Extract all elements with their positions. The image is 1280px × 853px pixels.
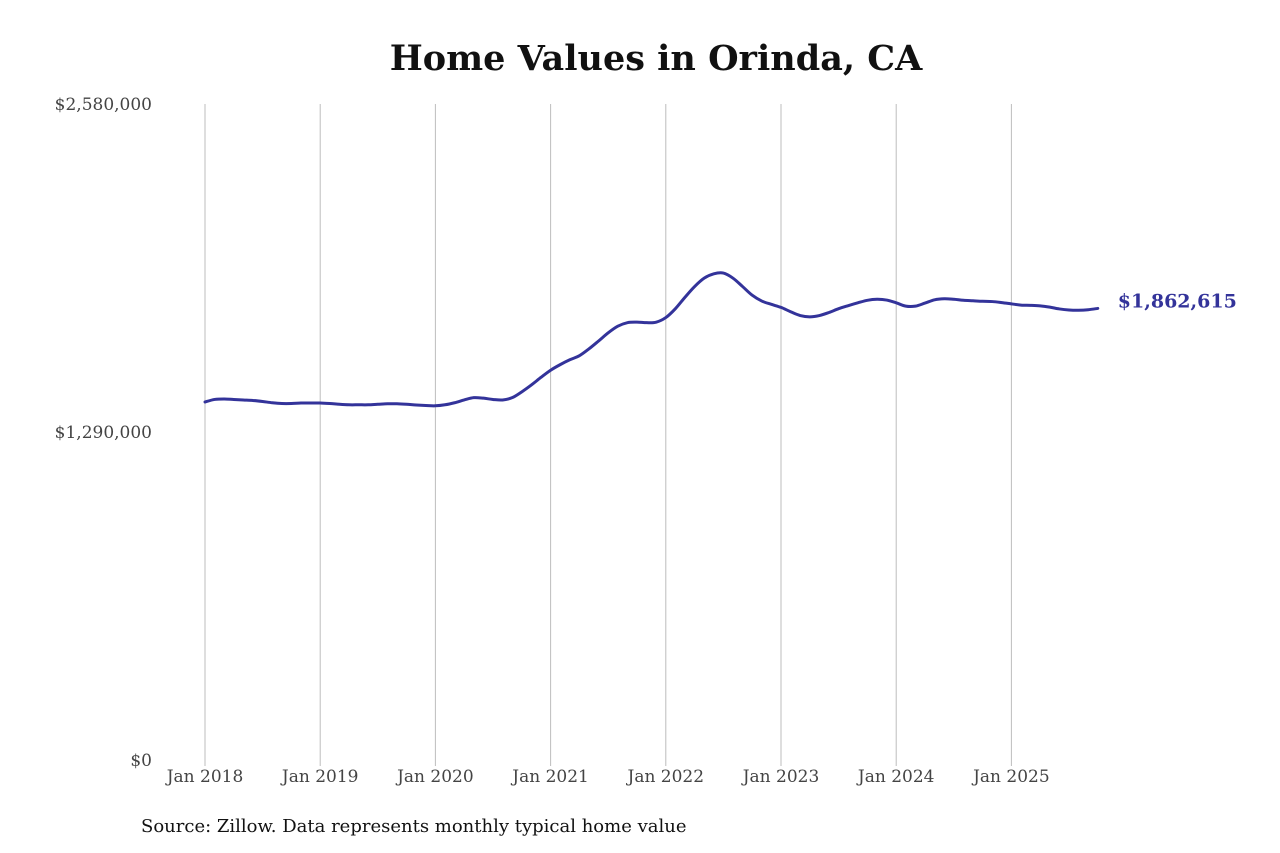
y-tick-label: $1,290,000 (55, 423, 152, 443)
end-value-label: $1,862,615 (1118, 290, 1237, 312)
y-tick-label: $0 (130, 751, 152, 771)
x-tick-label: Jan 2019 (280, 767, 359, 787)
series-layer (203, 271, 1100, 408)
x-tick-label: Jan 2020 (395, 767, 474, 787)
x-tick-label: Jan 2021 (510, 767, 589, 787)
source-note: Source: Zillow. Data represents monthly … (141, 816, 687, 837)
x-tick-label: Jan 2024 (856, 767, 935, 787)
end-label-layer: $1,862,615 (1118, 290, 1237, 312)
chart-title: Home Values in Orinda, CA (389, 38, 923, 79)
series-line (203, 271, 1100, 408)
y-axis-ticks: $0 $1,290,000 $2,580,000 (55, 95, 152, 771)
x-tick-label: Jan 2022 (626, 767, 705, 787)
x-axis-ticks: Jan 2018 Jan 2019 Jan 2020 Jan 2021 Jan 2022… (165, 767, 1050, 787)
y-tick-label: $2,580,000 (55, 95, 152, 115)
x-tick-label: Jan 2023 (741, 767, 820, 787)
x-tick-label: Jan 2018 (165, 767, 244, 787)
gridlines (204, 104, 1012, 766)
x-tick-label: Jan 2025 (971, 767, 1050, 787)
